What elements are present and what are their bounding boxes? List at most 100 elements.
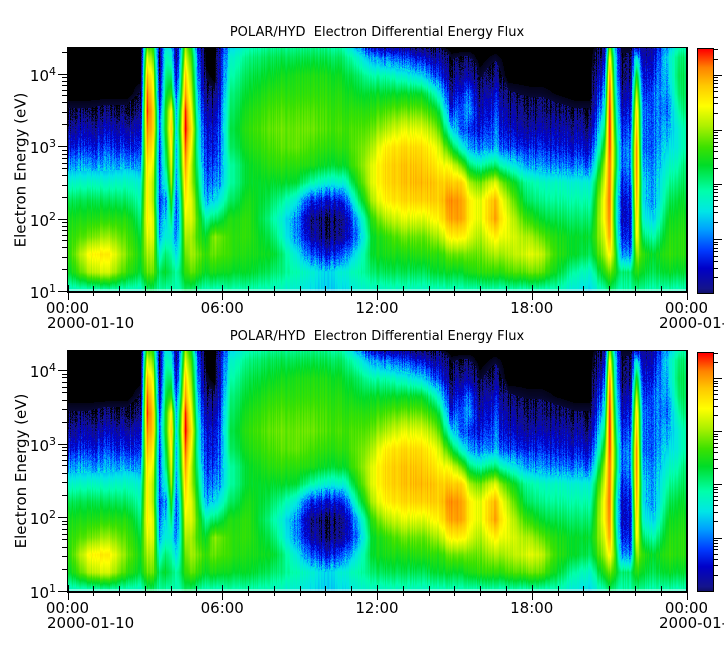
y-tick-label: 103 [29,435,56,455]
x-tick-minor [480,592,481,596]
x-tick-major [222,292,223,300]
x-tick-minor [119,592,120,596]
y-axis-label: Electron Energy (eV) [11,92,30,248]
x-tick-minor [558,286,559,292]
x-tick-minor [145,592,146,596]
colorbar-tick-minor [714,575,718,576]
x-tick-minor [196,586,197,592]
y-tick-minor [62,556,67,557]
x-tick-minor [429,292,430,296]
y-tick-minor [62,247,67,248]
y-tick-major [58,219,67,220]
x-tick-major [377,592,378,600]
x-tick-major [377,285,378,292]
x-tick-minor [93,286,94,292]
y-tick-minor [62,547,67,548]
colorbar-tick-minor [714,138,718,139]
colorbar-tick-minor [714,554,718,555]
y-tick-minor [62,85,67,86]
colorbar-tick-minor [714,399,718,400]
colorbar-tick-major [714,538,722,539]
x-tick-minor [635,286,636,292]
x-tick-minor [171,586,172,592]
colorbar-tick-minor [714,468,718,469]
y-tick-minor [62,460,67,461]
y-tick-minor [62,529,67,530]
y-tick-major [58,291,67,292]
x-tick-minor [196,592,197,596]
x-tick-major [68,285,69,292]
x-tick-minor [583,592,584,596]
y-tick-minor [62,377,67,378]
y-tick-minor [62,455,67,456]
colorbar-tick-minor [714,206,718,207]
colorbar-tick-minor [714,256,718,257]
colorbar-tick-minor [714,242,718,243]
x-tick-minor [480,292,481,296]
x-tick-minor [609,286,610,292]
colorbar-tick-minor [714,80,718,81]
x-tick-major [377,292,378,300]
y-tick-minor [62,52,67,53]
spectrogram-canvas [68,48,686,291]
y-tick-minor [62,534,67,535]
x-tick-major [532,292,533,300]
y-tick-minor [62,473,67,474]
x-tick-major [68,585,69,592]
colorbar-tick-minor [714,543,718,544]
y-tick-label: 104 [29,361,56,381]
colorbar-tick-minor [714,189,718,190]
colorbar-tick-minor [714,383,718,384]
x-tick-major [687,585,688,592]
x-tick-minor [661,292,662,296]
colorbar-tick-minor [714,158,718,159]
y-tick-minor [62,102,67,103]
x-tick-label: 12:00 [355,299,399,317]
colorbar-tick-minor [714,196,718,197]
colorbar-tick-minor [714,390,718,391]
colorbar-tick-major [714,484,722,485]
y-tick-label: 102 [29,210,56,230]
y-tick-minor [62,77,67,78]
x-tick-minor [274,586,275,592]
x-tick-minor [145,286,146,292]
x-tick-minor [171,286,172,292]
colorbar-tick-minor [714,97,718,98]
colorbar-tick-minor [714,49,718,50]
y-tick-minor [62,495,67,496]
colorbar-tick-minor [714,540,718,541]
y-tick-minor [62,465,67,466]
colorbar-tick-minor [714,132,718,133]
x-tick-minor [506,292,507,296]
colorbar-tick-minor [714,103,718,104]
y-tick-minor [62,154,67,155]
x-tick-minor [558,586,559,592]
x-tick-minor [325,592,326,596]
y-tick-minor [62,539,67,540]
y-tick-minor [62,387,67,388]
x-tick-minor [93,592,94,596]
y-tick-minor [62,400,67,401]
x-tick-label: 06:00 [200,299,244,317]
colorbar-tick-minor [714,443,718,444]
y-tick-minor [62,90,67,91]
colorbar-tick-minor [714,505,718,506]
x-tick-minor [300,292,301,296]
colorbar-frame [697,352,714,592]
y-tick-label: 101 [29,582,56,602]
colorbar-tick-major [714,184,722,185]
colorbar-tick-minor [714,59,718,60]
colorbar-tick-minor [714,261,718,262]
x-tick-minor [506,586,507,592]
y-tick-minor [62,240,67,241]
colorbar-tick-major [714,130,722,131]
colorbar-tick-minor [714,415,718,416]
y-tick-minor [62,230,67,231]
x-tick-label: 00:00 [664,599,709,617]
y-tick-major [58,146,67,147]
x-tick-minor [351,292,352,296]
colorbar-tick-minor [714,386,718,387]
colorbar-tick-minor [714,113,718,114]
y-tick-minor [62,175,67,176]
x-tick-major [222,285,223,292]
